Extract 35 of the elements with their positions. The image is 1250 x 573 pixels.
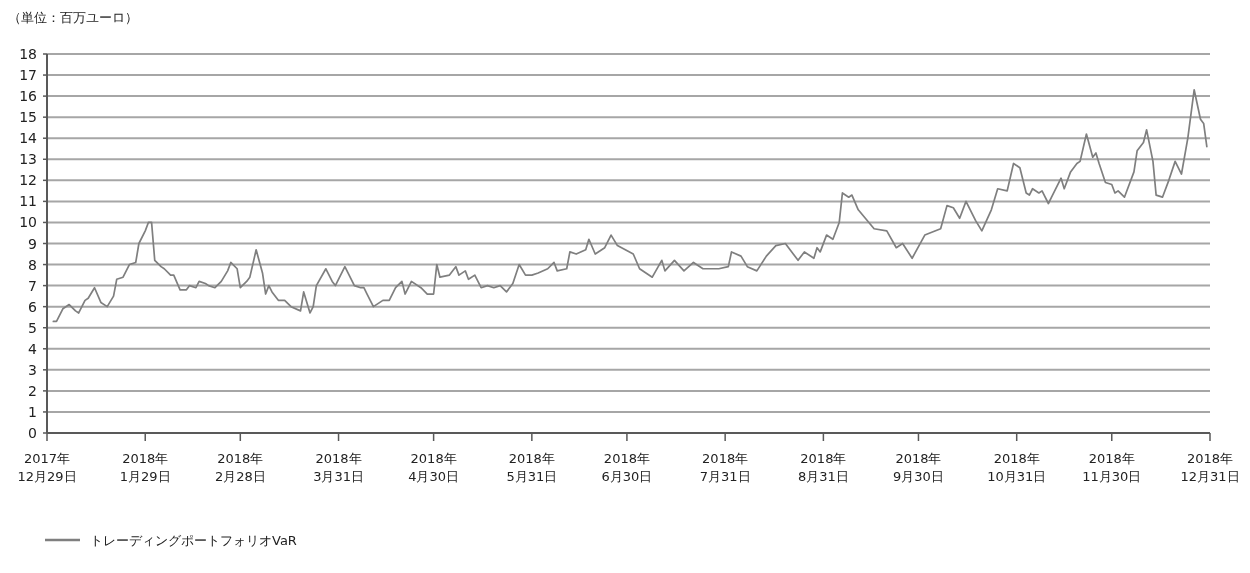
x-tick-label: 2018年 4月30日 xyxy=(408,451,460,484)
y-tick-label: 1 xyxy=(28,403,37,420)
y-tick-label: 16 xyxy=(19,88,38,105)
x-tick-label: 2018年 5月31日 xyxy=(506,451,558,484)
x-tick-label: 2017年 12月29日 xyxy=(17,451,77,484)
y-tick-label: 7 xyxy=(28,277,37,294)
y-axis-title: （単位：百万ユーロ） xyxy=(8,10,138,25)
y-tick-label: 12 xyxy=(19,172,37,189)
y-tick-label: 11 xyxy=(19,193,37,210)
x-tick-label: 2018年 6月30日 xyxy=(601,451,653,484)
y-tick-label: 9 xyxy=(28,235,37,252)
y-tick-label: 8 xyxy=(28,256,37,273)
x-tick-label: 2018年 1月29日 xyxy=(119,451,171,484)
y-tick-label: 14 xyxy=(19,130,38,147)
x-tick-label: 2018年 12月31日 xyxy=(1180,451,1240,484)
y-tick-label: 0 xyxy=(28,425,37,441)
y-tick-label: 18 xyxy=(19,46,37,62)
y-tick-label: 4 xyxy=(28,340,38,357)
x-tick-label: 2018年 11月30日 xyxy=(1082,451,1142,484)
y-tick-label: 2 xyxy=(28,382,37,399)
y-tick-label: 10 xyxy=(19,214,37,231)
line-series xyxy=(52,88,1208,323)
y-tick-label: 6 xyxy=(28,298,38,315)
y-tick-label: 3 xyxy=(28,361,37,378)
x-tick-label: 2018年 7月31日 xyxy=(699,451,751,484)
x-tick-label: 2018年 10月31日 xyxy=(987,451,1047,484)
x-tick-label: 2018年 2月28日 xyxy=(214,451,266,484)
y-tick-label: 17 xyxy=(19,67,37,84)
y-tick-label: 13 xyxy=(19,151,37,168)
legend-label: トレーディングポートフォリオVaR xyxy=(90,533,297,548)
x-tick-label: 2018年 8月31日 xyxy=(797,451,849,484)
x-tick-label: 2018年 3月31日 xyxy=(313,451,364,484)
y-tick-label: 5 xyxy=(28,319,37,336)
x-tick-label: 2018年 9月30日 xyxy=(893,451,944,484)
y-tick-label: 15 xyxy=(19,109,37,126)
